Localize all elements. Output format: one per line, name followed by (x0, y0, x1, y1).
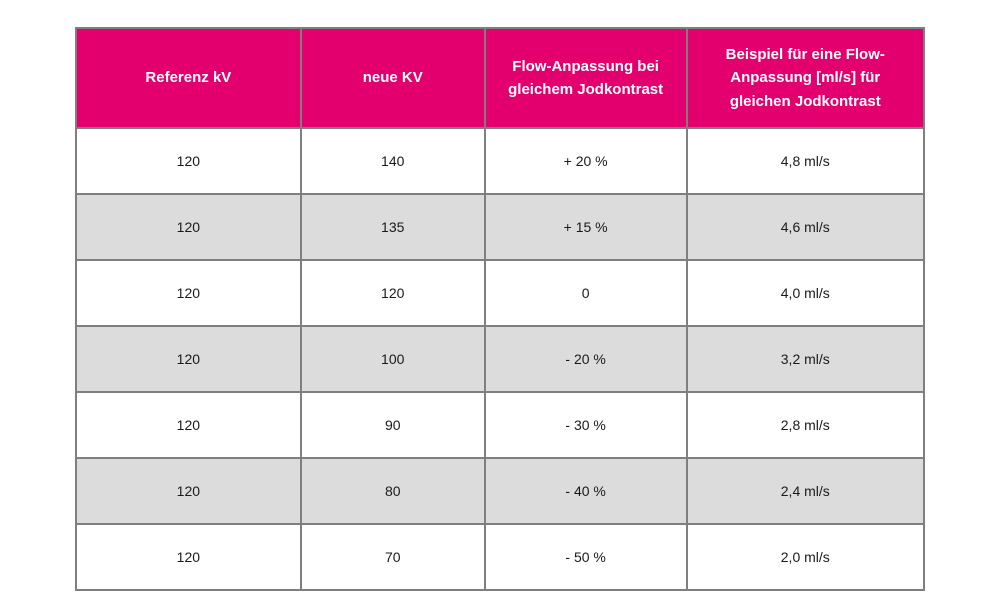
table-cell: 120 (75, 457, 302, 525)
table-row: 120 90- 30 % 2,8 ml/s (75, 391, 926, 459)
table-cell: 120 (75, 325, 302, 393)
column-header-neue-kv: neue KV (299, 27, 486, 129)
table-cell: + 15 % (483, 193, 688, 261)
table-cell: - 20 % (483, 325, 688, 393)
table-row: 120 80- 40 % 2,4 ml/s (75, 457, 926, 525)
table-cell: 2,8 ml/s (685, 391, 926, 459)
table-cell: 120 (75, 391, 302, 459)
table-cell: - 30 % (483, 391, 688, 459)
table-cell: 120 (75, 259, 302, 327)
table-cell: 120 (75, 523, 302, 591)
table-cell: 70 (299, 523, 486, 591)
table-row: 120 140 + 20 % 4,8 ml/s (75, 127, 926, 195)
table-row: 120 135 + 15 % 4,6 ml/s (75, 193, 926, 261)
table-row: 120 70- 50 % 2,0 ml/s (75, 523, 926, 591)
table-cell: 90 (299, 391, 486, 459)
table-cell: 4,0 ml/s (685, 259, 926, 327)
table-row: 120 100- 20 % 3,2 ml/s (75, 325, 926, 393)
table-cell: 4,8 ml/s (685, 127, 926, 195)
table-cell: 0 (483, 259, 688, 327)
table-cell: 135 (299, 193, 486, 261)
table-cell: + 20 % (483, 127, 688, 195)
table-body: 120 140 + 20 % 4,8 ml/s 120 135 + 15 % 4,6 ml/s… (75, 127, 926, 591)
table-row: 120 120 0 4,0 ml/s (75, 259, 926, 327)
table-cell: - 40 % (483, 457, 688, 525)
table-cell: 140 (299, 127, 486, 195)
table-cell: 100 (299, 325, 486, 393)
table-cell: 80 (299, 457, 486, 525)
kv-flow-table: Referenz kV neue KV Flow-Anpassung bei g… (75, 27, 926, 591)
table-header: Referenz kV neue KV Flow-Anpassung bei g… (75, 27, 926, 129)
table-cell: 120 (299, 259, 486, 327)
table-cell: - 50 % (483, 523, 688, 591)
table-cell: 4,6 ml/s (685, 193, 926, 261)
table-cell: 2,0 ml/s (685, 523, 926, 591)
table-cell: 3,2 ml/s (685, 325, 926, 393)
table-cell: 120 (75, 193, 302, 261)
column-header-flow-anpassung: Flow-Anpassung bei gleichem Jodkontrast (483, 27, 688, 129)
table-cell: 2,4 ml/s (685, 457, 926, 525)
column-header-beispiel: Beispiel für eine Flow-Anpassung [ml/s] … (685, 27, 926, 129)
table-cell: 120 (75, 127, 302, 195)
column-header-referenz-kv: Referenz kV (75, 27, 302, 129)
header-row: Referenz kV neue KV Flow-Anpassung bei g… (75, 27, 926, 129)
kv-flow-table-container: Referenz kV neue KV Flow-Anpassung bei g… (75, 27, 926, 591)
